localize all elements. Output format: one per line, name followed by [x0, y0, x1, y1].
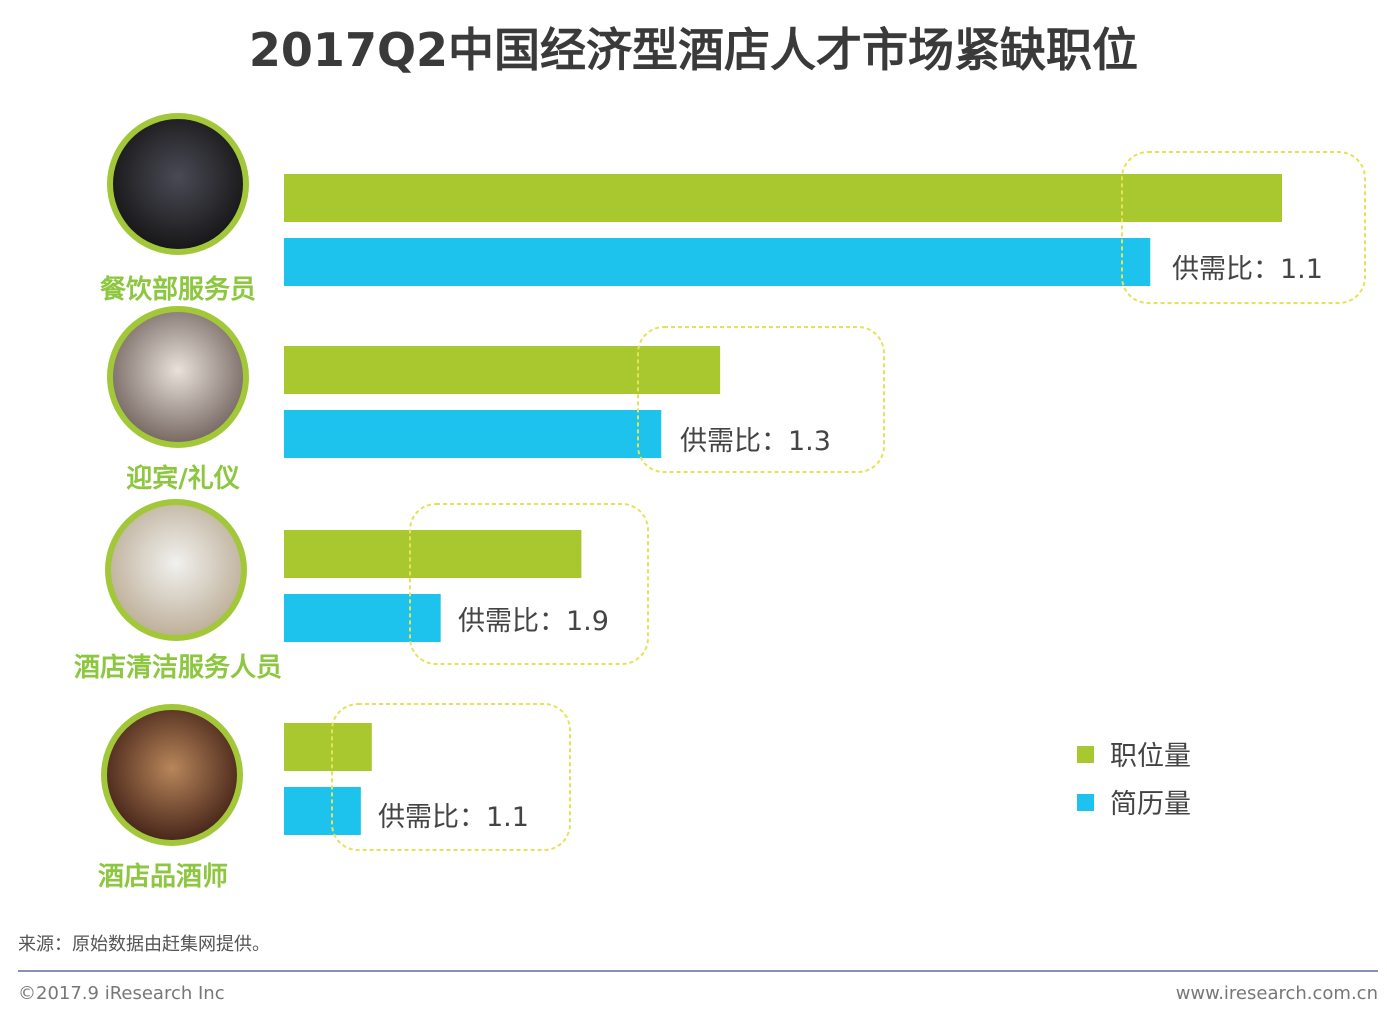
category-label: 酒店品酒师 — [98, 862, 228, 892]
bar-resume-count — [284, 787, 361, 835]
ratio-label: 供需比：1.3 — [680, 426, 831, 457]
category-label: 餐饮部服务员 — [100, 275, 256, 305]
ratio-label: 供需比：1.9 — [458, 606, 609, 637]
ratio-label: 供需比：1.1 — [378, 802, 529, 833]
legend-swatch — [1077, 794, 1094, 811]
category-label: 酒店清洁服务人员 — [74, 653, 282, 683]
footer-divider — [18, 970, 1378, 972]
category-photo — [105, 499, 247, 641]
ratio-label: 供需比：1.1 — [1172, 254, 1323, 285]
category-label: 迎宾/礼仪 — [126, 463, 240, 494]
bar-job-count — [284, 346, 721, 394]
bar-resume-count — [284, 410, 662, 458]
category-photo — [107, 306, 249, 448]
legend-label: 职位量 — [1110, 741, 1191, 772]
legend-swatch — [1077, 746, 1094, 763]
legend-label: 简历量 — [1110, 789, 1191, 820]
category-photo — [101, 704, 243, 846]
bar-job-count — [284, 530, 582, 578]
ratio-callout — [637, 326, 885, 473]
ratio-callout — [409, 503, 649, 665]
chart-title: 2017Q2中国经济型酒店人才市场紧缺职位 — [248, 23, 1139, 77]
ratio-callout — [1121, 151, 1366, 304]
source-note: 来源：原始数据由赶集网提供。 — [18, 934, 270, 955]
bar-job-count — [284, 723, 372, 771]
bar-resume-count — [284, 238, 1151, 286]
bar-resume-count — [284, 594, 441, 642]
bar-job-count — [284, 174, 1282, 222]
category-photo — [107, 113, 249, 255]
footer-copyright: ©2017.9 iResearch Inc — [18, 983, 225, 1004]
footer-url: www.iresearch.com.cn — [1175, 983, 1378, 1004]
ratio-callout — [331, 703, 571, 851]
